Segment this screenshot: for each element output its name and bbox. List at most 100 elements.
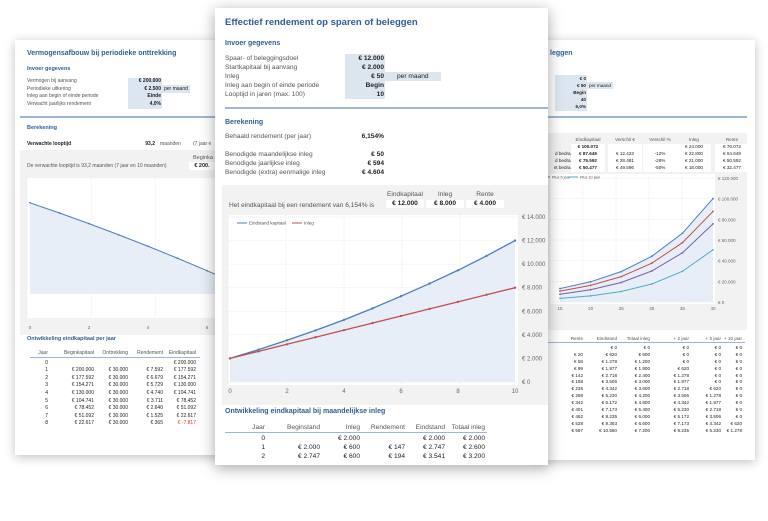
table-cell: € 1.278	[673, 372, 689, 378]
data-point	[371, 321, 374, 325]
summary-cell: € 18.000	[677, 165, 711, 172]
data-point	[88, 222, 90, 225]
summary-cell: € 50.477	[571, 165, 605, 172]
legend-label: Eindstand kapitaal	[249, 221, 286, 226]
sheet-title-fragment: leggen	[550, 50, 573, 57]
x-tick-label: 6	[399, 389, 403, 395]
needed-label: Benodigde jaarlijkse inleg	[225, 160, 300, 167]
data-point	[485, 254, 488, 258]
data-point	[456, 269, 460, 272]
x-tick-label: 6	[206, 325, 209, 330]
needed-label: Benodigde (extra) eenmalige inleg	[225, 169, 326, 176]
input-value[interactable]: 4,0%	[149, 100, 161, 107]
input-value[interactable]: € 2.500	[144, 85, 161, 92]
table-cell: € 104.741	[173, 390, 196, 396]
table-cell: € 620	[730, 420, 743, 426]
input-value[interactable]: € 0	[579, 76, 586, 81]
table-cell: € 288	[571, 393, 584, 399]
table-cell: € 5.230	[673, 407, 689, 412]
table-cell: € 10.560	[599, 427, 617, 433]
table-cell: € 30.000	[108, 374, 128, 381]
table-cell: € 20	[574, 351, 583, 357]
beginkapitaal-header: Beginka	[193, 155, 213, 161]
data-point	[559, 297, 561, 300]
input-label: Spaar- of beleggingsdoel	[225, 55, 299, 62]
beginkapitaal-value: € 200.	[189, 162, 215, 170]
table-cell: € 528	[571, 420, 584, 426]
input-value[interactable]: € 2.000	[362, 64, 384, 71]
table-heading: Ontwikkeling eindkapitaal per jaar	[27, 336, 116, 342]
center-sheet-effectief-rendement: Effectief rendement op sparen of belegge…	[215, 8, 548, 465]
needed-value: € 50	[371, 151, 384, 158]
divider	[20, 116, 220, 118]
table-cell: € 597	[571, 427, 584, 433]
summary-cell: € 75.592	[571, 158, 605, 165]
sheet-title: Vermogensafbouw bij periodieke onttrekki…	[27, 50, 177, 57]
table-cell: € 22.617	[74, 420, 94, 427]
needed-value: € 594	[367, 160, 384, 167]
looptijd-unit: maanden	[160, 141, 181, 147]
table-cell: € 30.000	[108, 367, 128, 374]
summary-cell: € 32.477	[715, 165, 749, 172]
x-tick-label: 35	[680, 306, 686, 311]
summary-cell: € 64.649	[715, 151, 749, 158]
data-point	[712, 197, 714, 200]
data-point	[620, 290, 623, 293]
data-point	[650, 283, 653, 285]
table-cell: € 0	[735, 358, 742, 364]
input-value[interactable]: Begin	[365, 82, 384, 89]
input-value[interactable]: € 200.000	[138, 78, 161, 84]
data-point	[371, 307, 374, 310]
looptijd-extra: (7 jaar e	[193, 141, 212, 147]
table-cell: € 2.000	[338, 435, 360, 442]
table-cell: € 0	[735, 393, 742, 399]
table-cell: € 0	[682, 344, 689, 350]
table-cell: € 7.592	[146, 367, 163, 374]
table-cell: € 4.342	[705, 420, 721, 426]
table-cell: € 0	[643, 344, 650, 350]
table-cell: € 142	[571, 372, 584, 378]
input-value[interactable]: € 50	[577, 83, 586, 88]
table-cell: € 4.800	[634, 400, 650, 406]
summary-cell: -12%	[643, 151, 677, 158]
table-cell: € 177.592	[173, 367, 196, 374]
input-value[interactable]: 10	[376, 91, 384, 98]
input-unit: per maand	[385, 72, 441, 81]
input-value[interactable]: Einde	[147, 93, 161, 99]
table-cell: € 462	[571, 413, 584, 419]
rendement-value: 6,154%	[361, 133, 384, 140]
input-value[interactable]: 40	[580, 97, 586, 102]
needed-label: Benodigde maandelijkse inleg	[225, 151, 313, 158]
table-cell: € 5.230	[705, 427, 721, 433]
input-value[interactable]: 6,0%	[575, 104, 586, 109]
table-cell: € 3.541	[423, 453, 445, 460]
data-point	[589, 280, 592, 283]
input-value[interactable]: € 12.000	[358, 55, 384, 62]
summary-value: € 12.000	[386, 200, 424, 208]
data-point	[314, 336, 317, 339]
data-point	[428, 282, 431, 285]
data-point	[428, 307, 431, 311]
series-line	[559, 249, 714, 299]
input-value[interactable]: Begin	[573, 90, 586, 95]
table-cell: € 154.271	[173, 374, 196, 381]
table-cell: € 30.000	[108, 412, 128, 419]
table-cell: € 78.452	[74, 405, 94, 412]
table-cell: € 6.172	[673, 413, 689, 419]
table-cell: € 0	[610, 344, 617, 350]
data-point	[176, 257, 179, 260]
column-header: Beginstand	[287, 424, 320, 431]
looptijd-value: 93,2	[145, 141, 155, 147]
data-point	[117, 233, 120, 236]
table-cell: € 0	[714, 351, 721, 357]
table-cell: € 1.977	[673, 379, 689, 385]
data-point	[257, 348, 260, 351]
data-point	[29, 201, 31, 204]
table-cell: € 177.592	[71, 374, 94, 381]
summary-header: Inleg	[437, 191, 453, 198]
input-value[interactable]: € 50	[371, 73, 384, 80]
table-cell: 2	[261, 453, 265, 460]
column-header: + 5 jaar	[705, 336, 721, 341]
table-cell: € 147	[388, 444, 405, 451]
data-point	[620, 275, 623, 278]
